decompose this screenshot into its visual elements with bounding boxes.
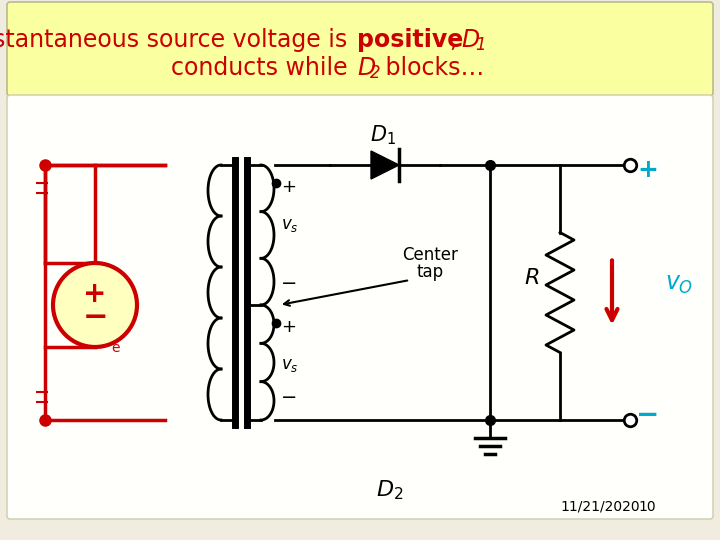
Text: +: + xyxy=(281,318,296,336)
Text: $v_s$: $v_s$ xyxy=(281,356,299,374)
Text: +: + xyxy=(84,280,107,308)
Text: −: − xyxy=(636,401,660,429)
Text: D: D xyxy=(461,28,480,52)
Text: +: + xyxy=(638,158,658,182)
Text: tap: tap xyxy=(416,263,444,281)
Text: Center: Center xyxy=(402,246,458,264)
Text: $v_s$: $v_s$ xyxy=(281,216,299,234)
Text: $R$: $R$ xyxy=(524,267,540,287)
Polygon shape xyxy=(371,151,399,179)
FancyBboxPatch shape xyxy=(7,95,713,519)
Text: D: D xyxy=(357,56,375,80)
Text: conducts while: conducts while xyxy=(171,56,355,80)
Text: $D_2$: $D_2$ xyxy=(377,478,404,502)
Text: +: + xyxy=(281,178,296,196)
Text: blocks…: blocks… xyxy=(378,56,485,80)
Text: 2: 2 xyxy=(370,64,381,82)
Text: −: − xyxy=(281,388,297,408)
Text: −: − xyxy=(281,273,297,293)
Text: positive: positive xyxy=(357,28,463,52)
Text: ,: , xyxy=(450,28,465,52)
Circle shape xyxy=(53,263,137,347)
Text: −: − xyxy=(82,303,108,333)
Text: When instantaneous source voltage is: When instantaneous source voltage is xyxy=(0,28,355,52)
Text: 1: 1 xyxy=(475,36,485,54)
Text: e: e xyxy=(111,341,120,355)
Text: $D_1$: $D_1$ xyxy=(370,123,396,147)
Text: $v_O$: $v_O$ xyxy=(665,273,693,296)
FancyBboxPatch shape xyxy=(7,2,713,96)
Text: 11/21/2020: 11/21/2020 xyxy=(560,500,639,514)
Text: 10: 10 xyxy=(638,500,656,514)
